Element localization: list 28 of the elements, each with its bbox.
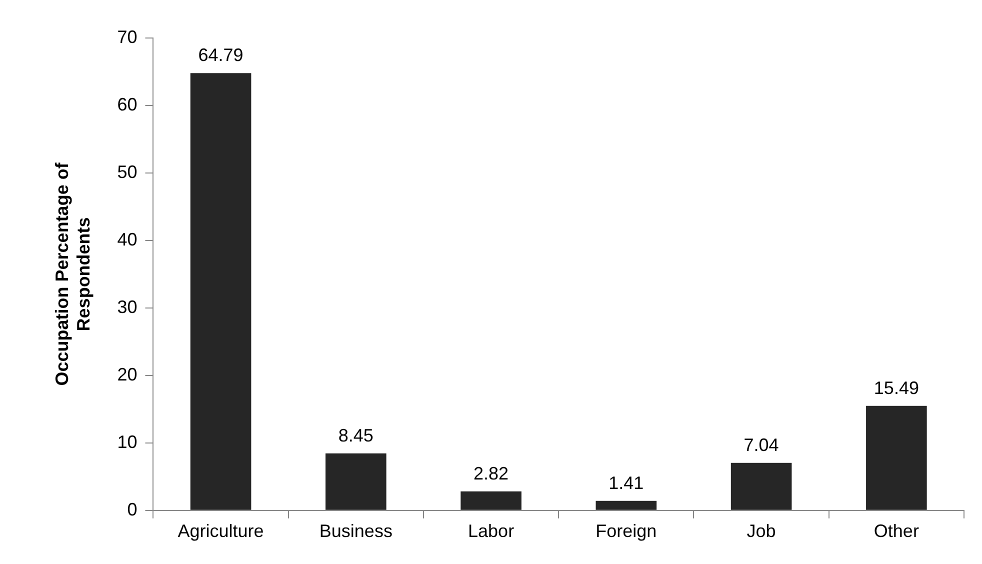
y-tick-label: 30: [117, 296, 138, 317]
y-tick-label: 70: [117, 26, 138, 47]
data-label: 64.79: [198, 45, 244, 66]
text: Occupation Percentage of: [52, 162, 72, 386]
bar: [730, 462, 792, 510]
x-tick-label: Agriculture: [178, 521, 264, 542]
data-label: 15.49: [874, 378, 919, 398]
x-tick-label: Labor: [468, 521, 514, 542]
y-tick-label: 0: [127, 499, 138, 520]
bar: [190, 73, 252, 510]
x-tick-label: Business: [319, 521, 392, 542]
x-tick-label: Foreign: [596, 521, 657, 542]
y-tick-label: 60: [117, 94, 138, 114]
data-label: 1.41: [608, 472, 644, 493]
data-label: 7.04: [744, 434, 779, 455]
y-tick-label: 10: [117, 432, 138, 452]
bar: [596, 500, 657, 510]
text: Respondents: [73, 217, 94, 332]
x-tick-label: Other: [874, 521, 919, 542]
data-label: 2.82: [474, 463, 509, 484]
y-tick-label: 20: [117, 364, 138, 384]
y-tick-label: 40: [117, 229, 138, 250]
y-tick-label: 50: [117, 162, 138, 182]
x-tick-label: Job: [746, 521, 776, 542]
data-label: 8.45: [338, 425, 374, 446]
bar: [866, 406, 927, 510]
bar: [326, 453, 386, 510]
bar: [460, 491, 522, 510]
